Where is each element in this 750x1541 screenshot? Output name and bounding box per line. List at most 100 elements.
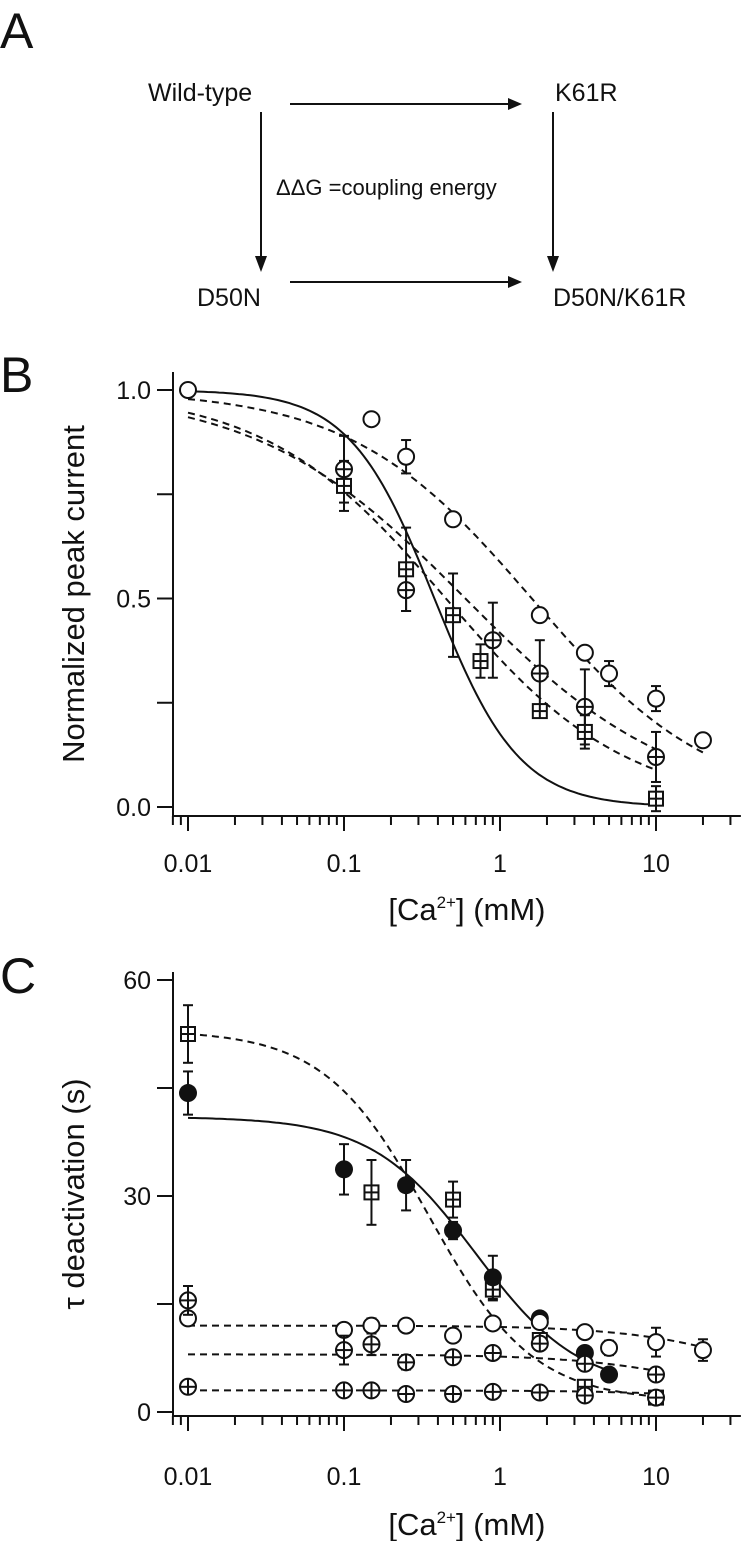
data-point-circle-plus <box>575 1386 594 1405</box>
marker-filled-circle <box>179 1084 197 1103</box>
coupling-energy-annotation: ΔΔG =coupling energy <box>276 175 497 200</box>
data-point-circle-plus <box>483 1382 502 1401</box>
data-point-filled-circle <box>335 1143 353 1196</box>
data-point-filled-circle <box>483 1254 502 1300</box>
data-point-circle-plus <box>530 1334 549 1353</box>
data-point-square-plus <box>648 785 664 813</box>
data-point-circle <box>530 1313 549 1331</box>
x-tick-label: 0.1 <box>327 1463 362 1491</box>
data-point-filled-circle <box>600 1365 619 1384</box>
arrow-wt-to-d50n <box>255 112 267 272</box>
arrow-k61r-to-double <box>547 112 559 272</box>
data-point-circle <box>647 685 665 713</box>
data-point-circle-plus <box>530 1383 549 1402</box>
x-tick-label: 0.01 <box>164 1463 213 1491</box>
dashed-fit-curve <box>188 1324 704 1349</box>
y-tick-label: 0 <box>137 1399 151 1427</box>
data-point-circle <box>362 1316 381 1335</box>
marker-circle <box>179 381 197 399</box>
y-axis-title: τ deactivation (s) <box>56 1078 91 1309</box>
panel-a-thermodynamic-cycle: A Wild-type K61R D50N D50N/K61R ΔΔG =cou… <box>0 3 686 312</box>
x-title-superscript: 2+ <box>437 1508 456 1527</box>
marker-circle <box>647 1333 665 1352</box>
marker-circle <box>483 1314 502 1333</box>
dashed-fit-curve <box>187 1033 657 1398</box>
y-axis-title: Normalized peak current <box>56 425 91 763</box>
data-point-circle-plus <box>335 1381 353 1400</box>
marker-circle <box>362 410 381 429</box>
data-point-circle-plus <box>530 639 549 708</box>
data-point-circle-plus <box>362 1332 381 1357</box>
y-tick-label: 0.5 <box>116 586 151 614</box>
x-tick-label: 0.1 <box>327 850 362 878</box>
x-title-superscript: 2+ <box>437 893 456 912</box>
marker-filled-circle <box>444 1221 463 1240</box>
data-point-circle <box>530 606 549 625</box>
marker-circle <box>397 1316 416 1335</box>
dashed-fit-curve <box>187 398 704 754</box>
chart-b-peak-current: 0.0 0.5 1.0 0.01 0.1 1 10 Normalized peak curre… <box>56 372 741 927</box>
marker-filled-circle <box>335 1160 353 1179</box>
marker-circle <box>530 606 549 625</box>
x-tick-label: 0.01 <box>164 850 213 878</box>
marker-filled-circle <box>483 1268 502 1287</box>
marker-circle <box>600 664 619 683</box>
data-point-square-plus <box>180 1004 196 1064</box>
data-point-circle-plus <box>647 1365 665 1384</box>
node-wild-type: Wild-type <box>148 79 252 107</box>
x-title-pre: [Ca <box>388 892 437 927</box>
data-point-filled-circle <box>444 1220 463 1241</box>
data-point-filled-circle <box>397 1159 416 1212</box>
marker-circle <box>575 643 594 662</box>
x-tick-label: 1 <box>493 1463 507 1491</box>
panel-label-b: B <box>0 347 33 403</box>
marker-filled-circle <box>600 1365 619 1384</box>
data-point-circle-plus <box>397 1385 416 1403</box>
x-tick-label: 1 <box>493 850 507 878</box>
data-point-square-plus <box>531 703 548 720</box>
data-point-square-plus <box>336 459 352 512</box>
marker-circle <box>647 689 665 708</box>
arrow-d50n-to-double <box>290 276 522 288</box>
data-point-circle <box>397 1316 416 1335</box>
x-title-post: ] (mM) <box>456 1507 546 1541</box>
data-point-filled-circle <box>179 1070 197 1116</box>
data-point-circle-plus <box>647 1388 665 1407</box>
node-k61r: K61R <box>555 79 618 107</box>
solid-fit-curve <box>187 390 657 806</box>
data-point-circle-plus <box>397 1353 416 1372</box>
data-point-circle <box>575 643 594 662</box>
marker-filled-circle <box>397 1176 416 1195</box>
data-point-circle <box>600 660 619 688</box>
data-point-circle-plus <box>647 730 665 783</box>
marker-circle <box>693 731 712 750</box>
data-point-square-plus <box>363 1159 380 1226</box>
data-point-circle <box>179 381 197 399</box>
data-point-square-plus <box>576 714 593 750</box>
data-point-square-plus <box>445 1180 462 1219</box>
x-tick-label: 10 <box>642 1463 670 1491</box>
data-point-circle-plus <box>575 1354 594 1373</box>
data-point-circle <box>362 410 381 429</box>
data-point-square-plus <box>472 643 489 679</box>
data-point-circle-plus <box>179 1377 197 1396</box>
marker-circle <box>575 1323 594 1342</box>
y-tick-label: 60 <box>123 967 151 995</box>
x-axis-title: [Ca2+] (mM) <box>388 892 545 927</box>
data-point-circle-plus <box>483 1343 502 1362</box>
chart-c-tau-deactivation: 0 30 60 0.01 0.1 1 10 τ deactivation (s) [Ca2+] … <box>56 967 741 1541</box>
arrow-wt-to-k61r <box>290 98 522 110</box>
data-point-circle-plus <box>444 1348 463 1367</box>
y-tick-label: 1.0 <box>116 377 151 405</box>
data-point-circle-plus <box>179 1285 197 1316</box>
node-d50n-k61r: D50N/K61R <box>553 284 686 312</box>
marker-circle <box>444 1326 463 1345</box>
data-point-circle-plus <box>483 601 502 679</box>
data-point-circle <box>444 1326 463 1345</box>
data-point-circle <box>397 439 416 475</box>
data-point-circle <box>444 510 463 529</box>
x-title-post: ] (mM) <box>456 892 546 927</box>
y-tick-label: 30 <box>123 1183 151 1211</box>
data-point-circle-plus <box>335 1334 353 1366</box>
